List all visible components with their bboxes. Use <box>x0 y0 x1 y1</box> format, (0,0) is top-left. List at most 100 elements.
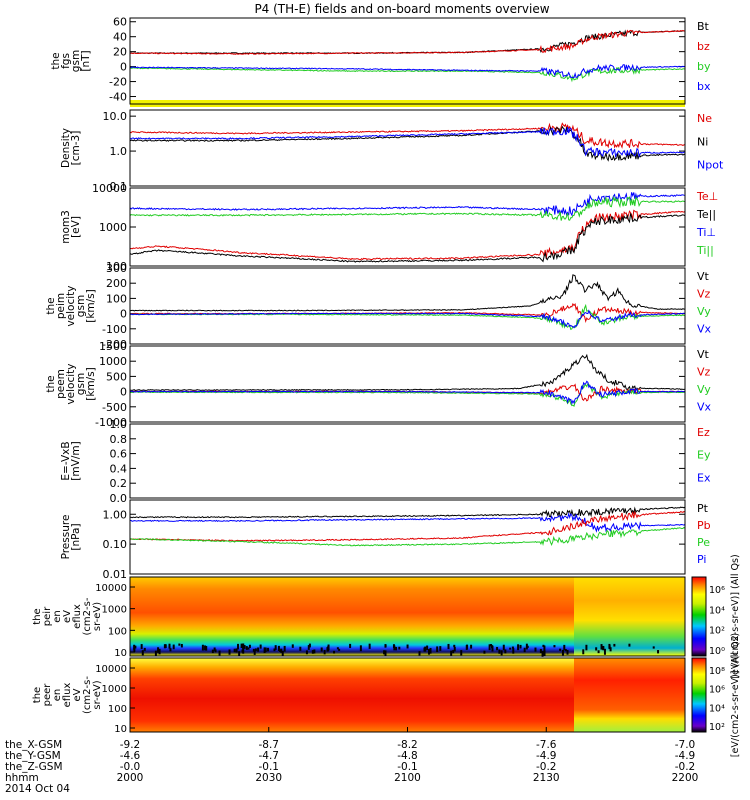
y-tick-label: 60 <box>113 16 127 29</box>
spectrogram-speckle <box>384 644 387 648</box>
panel-frame <box>129 187 686 267</box>
spectrogram-speckle <box>564 649 567 652</box>
y-tick-label: 200 <box>106 277 127 290</box>
y-axis-label: [km/s] <box>85 289 97 323</box>
spectrogram-left <box>130 658 574 732</box>
spectrogram-speckle <box>313 649 316 654</box>
spectrogram-speckle <box>274 645 277 650</box>
y-axis-label: Density <box>60 128 72 168</box>
spectrogram-frame <box>129 576 686 657</box>
series-ni-line <box>129 125 686 162</box>
spectrogram-speckle <box>429 647 432 654</box>
y-axis-label: en <box>52 610 63 623</box>
series-te-line <box>129 209 686 261</box>
spectrogram-speckle <box>308 643 311 648</box>
spectrogram-speckle <box>233 648 236 653</box>
spectrogram-speckle <box>323 649 326 655</box>
series-pb-line <box>129 510 686 542</box>
ephemeris-value: -4.8 <box>397 750 418 762</box>
series-bx-line <box>129 63 686 79</box>
spectrogram-speckle <box>511 646 514 649</box>
y-tick-label: 0.6 <box>110 448 128 461</box>
y-axis-label: peim <box>55 293 67 319</box>
y-axis-label: sr-eV) <box>92 602 103 631</box>
spectrogram-speckle <box>211 649 214 654</box>
y-axis-label: E=-VxB <box>60 441 72 480</box>
series-vt-line <box>129 274 685 312</box>
y-axis-label: peem <box>55 369 67 399</box>
y-tick-label: 1000 <box>99 221 127 234</box>
y-tick-label: 100 <box>108 704 127 715</box>
spectrogram-speckle <box>248 644 251 648</box>
spectrogram-speckle <box>180 643 183 648</box>
spectrogram-speckle <box>213 647 216 651</box>
y-tick-label: -20 <box>109 76 127 89</box>
y-axis-label: fgs <box>60 53 72 69</box>
spectrogram-speckle <box>218 650 221 656</box>
spectrogram-speckle <box>141 650 144 656</box>
spectrogram-speckle <box>609 647 612 652</box>
spectrogram-speckle <box>436 646 439 652</box>
spectrogram-speckle <box>281 650 284 656</box>
spectrogram-speckle <box>602 646 605 650</box>
panel-frame <box>129 345 686 423</box>
legend-vz: Vz <box>697 288 711 301</box>
series-ti-line <box>129 192 686 217</box>
legend-vx: Vx <box>697 323 712 336</box>
ephemeris-value: -4.9 <box>536 750 557 762</box>
spectrogram-speckle <box>447 643 450 650</box>
spectrogram-speckle <box>498 649 501 654</box>
y-axis-label: Pressure <box>60 515 72 560</box>
spectrogram-speckle <box>349 643 352 649</box>
legend-bt: Bt <box>697 20 710 33</box>
ephemeris-label: the_Y-GSM <box>5 750 61 762</box>
legend-ti: Ti⊥ <box>696 226 716 239</box>
y-tick-label: 0.10 <box>103 538 128 551</box>
spectrogram-speckle <box>483 650 486 654</box>
colorbar-tick-label: 10⁶ <box>709 685 725 696</box>
legend-ex: Ex <box>697 471 711 484</box>
panel-density: 10.0 1.0 0.1 Density[cm-3] Ne Ni Npot <box>60 109 724 193</box>
y-axis-label: [nT] <box>80 50 92 71</box>
y-axis-label: (cm2-s- <box>82 676 93 714</box>
spectrogram-speckle <box>228 649 231 655</box>
ephemeris-value: 2030 <box>255 772 282 784</box>
y-axis-label: eflux <box>62 683 73 708</box>
y-tick-label: 1500 <box>99 340 127 353</box>
spectrogram-speckle <box>305 650 308 655</box>
y-tick-label: 0.0 <box>110 492 128 505</box>
colorbar-tick-label: 10² <box>709 626 725 637</box>
series-te-line <box>129 213 686 263</box>
y-tick-label: 10.0 <box>103 110 128 123</box>
ephemeris-value: -4.6 <box>120 750 141 762</box>
panel-pressure: 1.00 0.10 0.01 Pressure[nPa] Pt Pb Pe Pi <box>60 499 711 581</box>
colorbar-label: [eV/(cm2-s-sr-eV)] (All Qs) <box>730 633 741 757</box>
y-tick-label: -1000 <box>95 416 127 429</box>
panel-frame <box>129 423 686 499</box>
spectrogram-speckle <box>439 646 442 651</box>
spectrogram-speckle <box>307 645 310 650</box>
y-axis-label: en <box>52 689 63 702</box>
y-tick-label: 0.4 <box>110 462 128 475</box>
spectrogram-speckle <box>247 647 250 650</box>
panels-group: 6040200-20-40thefgsgsm[nT]Btbzbybx10.01.… <box>32 16 741 757</box>
legend-ne: Ne <box>697 112 712 125</box>
ephemeris-label: the_Z-GSM <box>5 761 63 773</box>
colorbar-tick-label: 10⁰ <box>709 646 725 657</box>
y-tick-label: 10000 <box>92 182 127 195</box>
spectrogram-speckle <box>613 643 616 647</box>
legend-ey: Ey <box>697 449 711 462</box>
ephemeris-value: -4.7 <box>259 750 280 762</box>
spectrogram-speckle <box>628 643 631 647</box>
y-tick-label: 1000 <box>99 355 127 368</box>
ephemeris-value: -7.6 <box>536 739 557 751</box>
y-axis-label: velocity <box>65 285 77 326</box>
y-tick-label: 1.0 <box>110 145 128 158</box>
legend-pt: Pt <box>697 502 709 515</box>
series-pi-line <box>129 512 686 533</box>
colorbar <box>691 576 707 657</box>
spectrogram-speckle <box>327 646 330 652</box>
y-tick-label: -40 <box>109 91 127 104</box>
